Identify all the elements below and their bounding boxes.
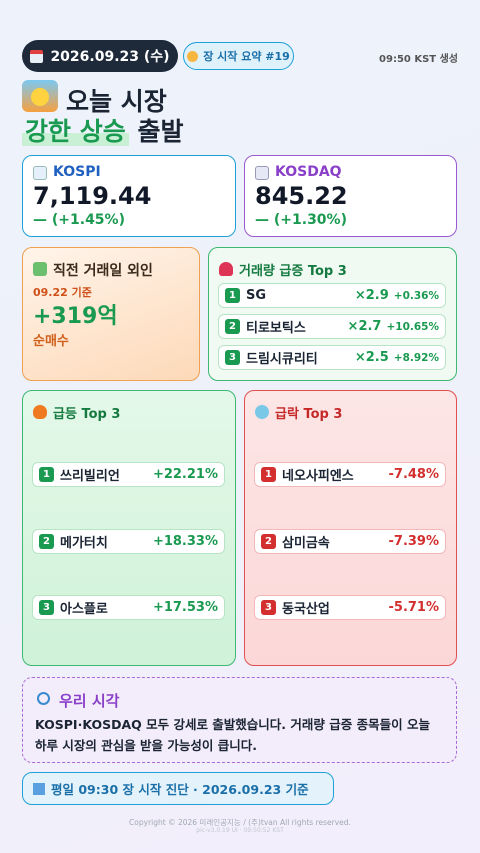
- list-row: 3 아스플로 +17.53%: [32, 595, 225, 620]
- stock-change: -7.39%: [388, 534, 440, 549]
- insight-card: 우리 시각 KOSPI·KOSDAQ 모두 강세로 출발했습니다. 거래량 급증…: [22, 677, 457, 763]
- kospi-card: KOSPI 7,119.44 — (+1.45%): [22, 155, 236, 237]
- index-name: KOSPI: [53, 164, 101, 180]
- chart-icon: [255, 166, 269, 180]
- insight-title: 우리 시각: [59, 692, 120, 710]
- fire-icon: [33, 405, 47, 419]
- schedule-note: 평일 09:30 장 시작 진단 · 2026.09.23 기준: [22, 772, 334, 805]
- stock-change: +18.33%: [152, 534, 218, 549]
- list-row: 1 네오사피엔스 -7.48%: [254, 462, 446, 487]
- foreign-date: 09.22 기준: [33, 286, 92, 299]
- title-line1: 오늘 시장: [66, 87, 167, 116]
- stock-change: +8.92%: [393, 351, 439, 364]
- stock-name: 티로보틱스: [246, 321, 306, 336]
- money-icon: [33, 262, 47, 276]
- rank-badge: 2: [39, 534, 54, 549]
- sun: [31, 88, 49, 106]
- stock-name: SG: [246, 288, 267, 303]
- stock-name: 쓰리빌리언: [60, 469, 120, 484]
- list-row: 1 쓰리빌리언 +22.21%: [32, 462, 225, 487]
- foreign-card: 직전 거래일 외인 09.22 기준 +319억 순매수: [22, 247, 200, 381]
- stock-name: 드림시큐리티: [246, 352, 318, 367]
- stock-change: +22.21%: [152, 467, 218, 482]
- volume-ratio: ×2.7: [347, 319, 382, 334]
- volume-card: 거래량 급증 Top 3 1 SG ×2.9 +0.36% 2 티로보틱스 ×2.7 +10.…: [208, 247, 457, 381]
- stock-change: +10.65%: [386, 320, 439, 333]
- stock-name: 네오사피엔스: [282, 469, 354, 484]
- insight-text: KOSPI·KOSDAQ 모두 강세로 출발했습니다. 거래량 급증 종목들이 …: [35, 717, 430, 753]
- title-rest: 출발: [137, 117, 184, 146]
- stock-name: 동국산업: [282, 602, 330, 617]
- badge-text: 장 시작 요약 #19: [203, 50, 290, 63]
- chart-icon: [33, 782, 45, 795]
- rank-badge: 1: [261, 467, 276, 482]
- schedule-text: 평일 09:30 장 시작 진단 · 2026.09.23 기준: [51, 782, 309, 797]
- stock-change: -5.71%: [388, 600, 440, 615]
- index-value: 845.22: [255, 182, 348, 210]
- foreign-amount: +319억: [33, 304, 118, 329]
- losers-title: 급락 Top 3: [275, 407, 343, 422]
- volume-ratio: ×2.9: [354, 288, 389, 303]
- kosdaq-card: KOSDAQ 845.22 — (+1.30%): [244, 155, 457, 237]
- rank-badge: 3: [39, 600, 54, 615]
- list-row: 3 드림시큐리티 ×2.5 +8.92%: [218, 345, 446, 370]
- stock-name: 삼미금속: [282, 536, 330, 551]
- list-row: 2 티로보틱스 ×2.7 +10.65%: [218, 314, 446, 339]
- list-row: 3 동국산업 -5.71%: [254, 595, 446, 620]
- title-line2: 강한 상승 출발: [22, 112, 183, 148]
- index-value: 7,119.44: [33, 182, 152, 210]
- index-change: — (+1.45%): [33, 212, 125, 228]
- stock-name: 아스플로: [60, 602, 108, 617]
- title-highlight: 강한 상승: [22, 117, 129, 146]
- rank-badge: 1: [39, 467, 54, 482]
- list-row: 2 메가터치 +18.33%: [32, 529, 225, 554]
- list-row: 2 삼미금속 -7.39%: [254, 529, 446, 554]
- gainers-card: 급등 Top 3 1 쓰리빌리언 +22.21% 2 메가터치 +18.33% 3 아스플로 +…: [22, 390, 236, 666]
- stock-change: +0.36%: [393, 289, 439, 302]
- rocket-icon: [219, 262, 233, 276]
- version: pic-v3.0.19 UI · 09:50:52 KST: [196, 827, 284, 834]
- chart-icon: [33, 166, 47, 180]
- foreign-title: 직전 거래일 외인: [53, 263, 153, 279]
- foreign-label: 순매수: [33, 334, 69, 349]
- generated-time: 09:50 KST 생성: [379, 54, 458, 65]
- losers-card: 급락 Top 3 1 네오사피엔스 -7.48% 2 삼미금속 -7.39% 3 동국산업 -5…: [244, 390, 457, 666]
- rank-badge: 3: [225, 350, 240, 365]
- list-row: 1 SG ×2.9 +0.36%: [218, 283, 446, 308]
- rank-badge: 2: [225, 319, 240, 334]
- copyright: Copyright © 2026 미래인공지능 / (주)tvan All ri…: [129, 818, 351, 827]
- rank-badge: 1: [225, 288, 240, 303]
- rank-badge: 2: [261, 534, 276, 549]
- magnifier-icon: [37, 692, 50, 705]
- index-name: KOSDAQ: [275, 164, 342, 180]
- rank-badge: 3: [261, 600, 276, 615]
- volume-title: 거래량 급증 Top 3: [239, 264, 347, 279]
- stock-change: -7.48%: [388, 467, 440, 482]
- cold-icon: [255, 405, 269, 419]
- calendar-icon: [30, 49, 44, 63]
- date-pill: 2026.09.23 (수): [22, 40, 178, 72]
- volume-ratio: ×2.5: [354, 350, 389, 365]
- gainers-title: 급등 Top 3: [53, 407, 121, 422]
- index-change: — (+1.30%): [255, 212, 347, 228]
- sunrise-icon: [22, 80, 58, 112]
- badge: 장 시작 요약 #19: [183, 42, 294, 70]
- date: 2026.09.23 (수): [50, 49, 170, 65]
- stock-change: +17.53%: [152, 600, 218, 615]
- stock-name: 메가터치: [60, 536, 108, 551]
- sun-icon: [187, 50, 199, 62]
